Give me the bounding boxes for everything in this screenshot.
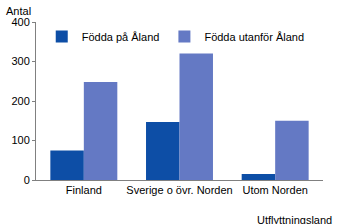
svg-text:0: 0 — [24, 174, 30, 186]
svg-text:Finland: Finland — [66, 184, 102, 196]
svg-text:300: 300 — [11, 55, 29, 67]
svg-text:100: 100 — [11, 134, 29, 146]
svg-text:400: 400 — [11, 16, 29, 28]
svg-text:Sverige o övr. Norden: Sverige o övr. Norden — [126, 184, 232, 196]
svg-text:Utom Norden: Utom Norden — [242, 184, 307, 196]
svg-text:Antal: Antal — [6, 5, 31, 17]
svg-text:Utflyttningsland: Utflyttningsland — [257, 214, 332, 224]
svg-text:200: 200 — [11, 95, 29, 107]
svg-text:Födda på Åland: Födda på Åland — [82, 31, 160, 43]
svg-text:Födda utanför Åland: Födda utanför Åland — [204, 31, 304, 43]
